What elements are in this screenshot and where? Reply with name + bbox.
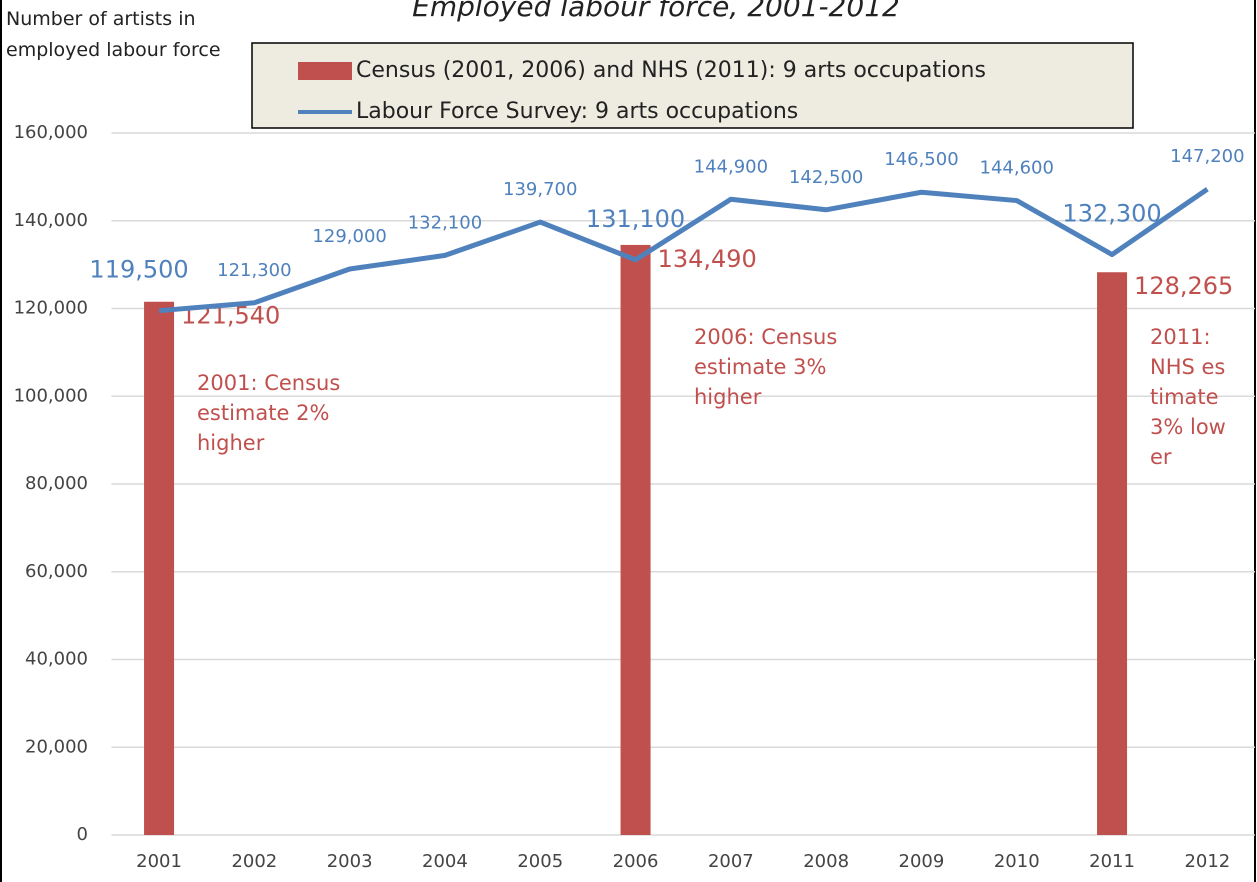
bar [1097, 272, 1128, 835]
bar-value-label: 128,265 [1134, 272, 1233, 300]
chart-title: Employed labour force, 2001-2012 [412, 0, 900, 23]
line-value-label: 132,300 [1062, 200, 1161, 228]
bar-value-label: 134,490 [658, 245, 757, 273]
x-tick-label: 2004 [422, 851, 468, 872]
x-tick-label: 2009 [899, 851, 945, 872]
line-value-label: 146,500 [884, 149, 958, 170]
annotation: 2011: NHS estimate 3% lower [1150, 325, 1226, 469]
y-tick-label: 60,000 [25, 561, 88, 582]
line-value-label: 132,100 [408, 212, 482, 233]
x-tick-label: 2001 [136, 851, 182, 872]
legend-label: Labour Force Survey: 9 arts occupations [356, 99, 798, 124]
line-value-label: 147,200 [1170, 146, 1244, 167]
x-tick-label: 2003 [327, 851, 373, 872]
x-tick-label: 2005 [517, 851, 563, 872]
y-axis-label: Number of artists in employed labour for… [6, 8, 221, 61]
line-value-label: 144,600 [980, 158, 1054, 179]
y-tick-label: 160,000 [14, 122, 88, 143]
x-tick-label: 2006 [613, 851, 659, 872]
line-value-label: 142,500 [789, 167, 863, 188]
legend-box [251, 42, 1134, 129]
bar [620, 244, 651, 836]
legend-label: Census (2001, 2006) and NHS (2011): 9 ar… [356, 58, 986, 83]
x-tick-label: 2002 [231, 851, 277, 872]
y-tick-label: 80,000 [25, 473, 88, 494]
line-value-label: 131,100 [586, 205, 685, 233]
x-tick-label: 2007 [708, 851, 754, 872]
line-value-label: 129,000 [312, 226, 386, 247]
line-value-label: 121,300 [217, 260, 291, 281]
line [158, 187, 1209, 314]
x-tick-label: 2010 [994, 851, 1040, 872]
x-tick-label: 2012 [1184, 851, 1230, 872]
annotation: 2006: Census estimate 3% higher [694, 325, 838, 409]
legend-swatch [298, 62, 352, 80]
y-tick-label: 0 [77, 824, 88, 845]
annotation: 2001: Census estimate 2% higher [197, 371, 341, 455]
line-value-label: 144,900 [694, 156, 768, 177]
y-tick-label: 40,000 [25, 649, 88, 670]
line-value-label: 139,700 [503, 179, 577, 200]
bar [144, 301, 175, 835]
y-tick-label: 120,000 [14, 298, 88, 319]
y-tick-label: 140,000 [14, 210, 88, 231]
y-tick-label: 20,000 [25, 736, 88, 757]
x-tick-label: 2008 [803, 851, 849, 872]
y-tick-label: 100,000 [14, 385, 88, 406]
line-value-label: 119,500 [89, 256, 188, 284]
x-tick-label: 2011 [1089, 851, 1135, 872]
